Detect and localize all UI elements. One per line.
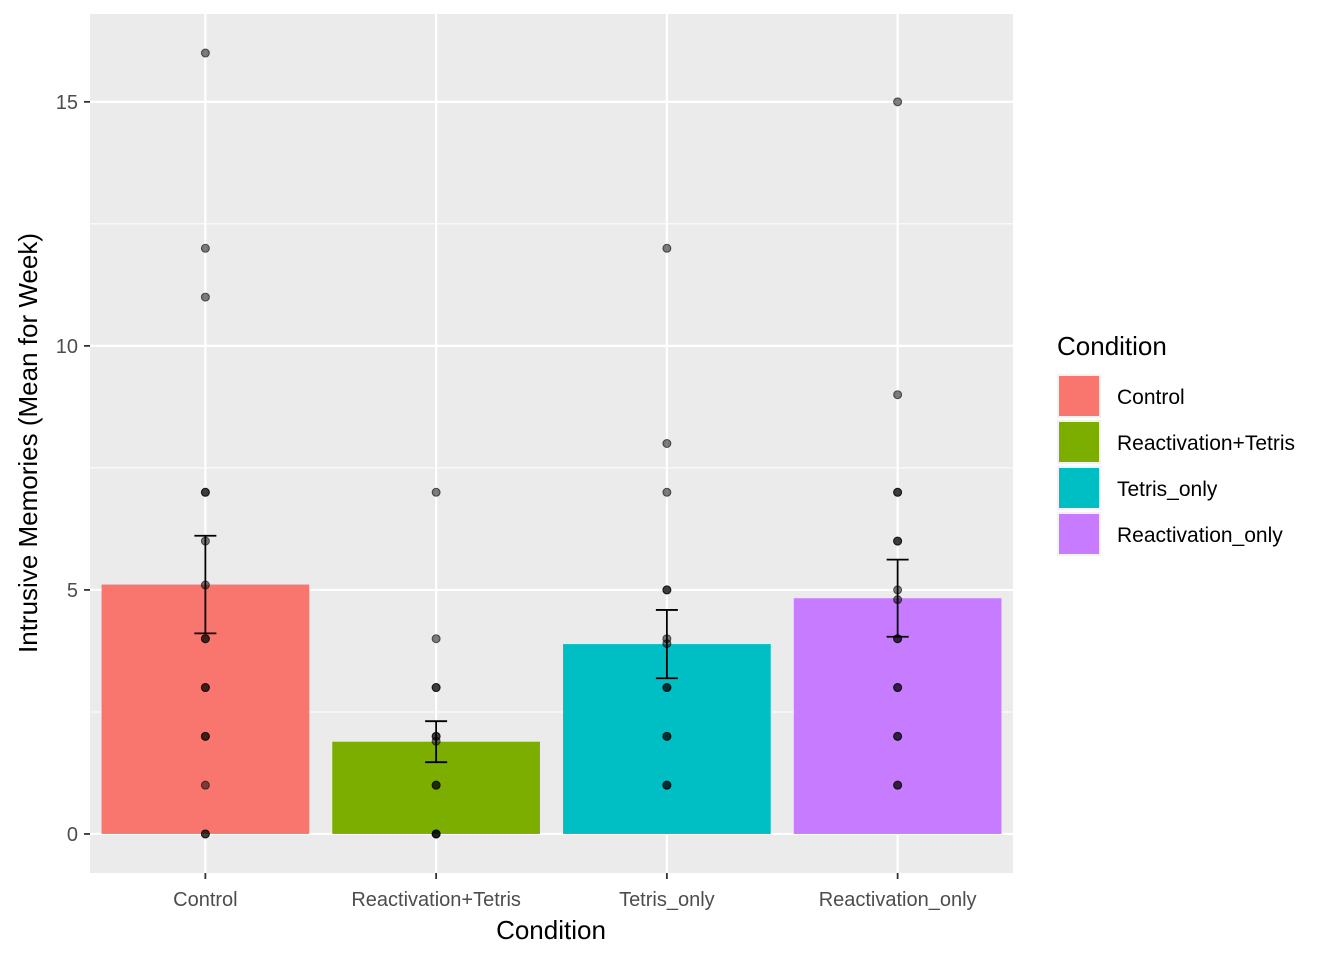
y-tick-label: 10 — [56, 336, 78, 358]
data-point — [662, 780, 672, 790]
data-point — [431, 634, 441, 644]
data-point — [200, 780, 210, 790]
data-point — [431, 487, 441, 497]
data-point — [662, 731, 672, 741]
data-point — [200, 683, 210, 693]
error-bar — [886, 558, 909, 638]
legend: Condition Control Reactivation+Tetris Tetr… — [1057, 331, 1295, 556]
data-point — [200, 829, 210, 839]
data-point — [662, 439, 672, 448]
data-point — [893, 731, 903, 741]
data-point — [200, 243, 210, 253]
data-point — [662, 683, 672, 693]
x-tick-label: Reactivation_only — [819, 889, 977, 911]
data-point — [431, 780, 441, 790]
error-bar — [194, 534, 217, 635]
y-axis-ticks: 0 5 10 15 — [56, 92, 90, 846]
legend-swatch — [1059, 468, 1099, 508]
legend-swatch — [1059, 422, 1099, 462]
legend-item: Tetris_only — [1057, 466, 1218, 510]
x-axis-title: Condition — [496, 915, 606, 945]
data-point — [662, 585, 672, 595]
data-point — [431, 829, 441, 839]
data-point — [200, 292, 210, 302]
data-point — [893, 683, 903, 693]
data-point — [200, 48, 210, 58]
legend-title: Condition — [1057, 331, 1167, 361]
legend-item: Reactivation_only — [1057, 512, 1283, 556]
data-point — [893, 390, 903, 400]
error-bars — [194, 534, 909, 764]
x-axis-ticks: Control Reactivation+Tetris Tetris_only Rea… — [173, 873, 977, 911]
legend-item: Reactivation+Tetris — [1057, 420, 1295, 464]
y-axis-title: Intrusive Memories (Mean for Week) — [13, 233, 43, 653]
data-point — [200, 634, 210, 644]
data-points — [200, 48, 903, 839]
legend-swatch — [1059, 376, 1099, 416]
x-tick-label: Control — [173, 889, 237, 911]
error-bar — [655, 609, 678, 680]
data-point — [893, 780, 903, 790]
data-point — [893, 536, 903, 546]
x-tick-label: Tetris_only — [619, 889, 715, 911]
x-tick-label: Reactivation+Tetris — [351, 889, 521, 911]
legend-label: Reactivation_only — [1117, 524, 1283, 547]
data-point — [431, 683, 441, 693]
y-tick-label: 15 — [56, 92, 78, 114]
data-point — [893, 487, 903, 497]
legend-items: Control Reactivation+Tetris Tetris_only Rea… — [1057, 374, 1295, 556]
legend-label: Tetris_only — [1117, 478, 1218, 501]
y-tick-label: 0 — [67, 824, 78, 846]
legend-label: Control — [1117, 386, 1185, 409]
error-bar — [425, 720, 448, 764]
data-point — [200, 731, 210, 741]
legend-swatch — [1059, 514, 1099, 554]
data-point — [662, 243, 672, 253]
legend-label: Reactivation+Tetris — [1117, 432, 1295, 455]
legend-item: Control — [1057, 374, 1185, 418]
data-point — [893, 97, 903, 107]
data-point — [662, 487, 672, 497]
y-tick-label: 5 — [67, 580, 78, 602]
data-point — [200, 487, 210, 497]
